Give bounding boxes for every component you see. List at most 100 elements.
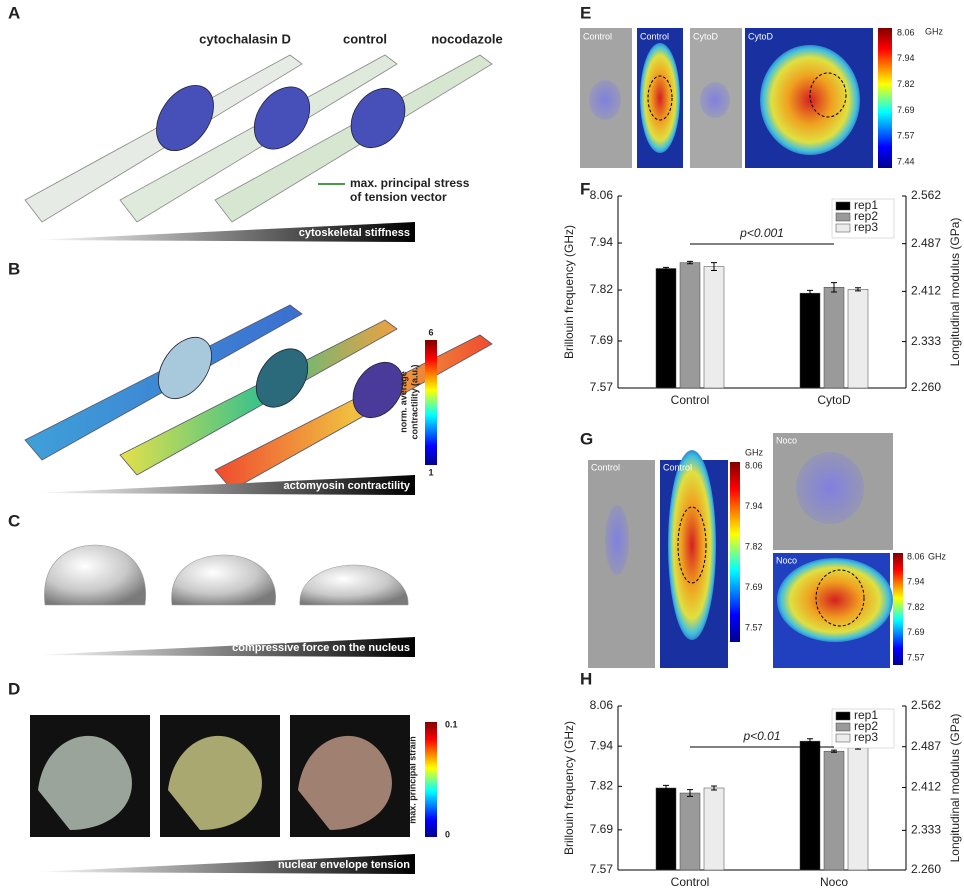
legend-label: rep1	[854, 198, 878, 212]
annotation: p<0.01	[742, 729, 780, 743]
x-tick-label: Control	[671, 875, 710, 889]
y2-tick-label: 2.260	[911, 862, 941, 876]
x-tick-label: Control	[671, 393, 710, 407]
colorbar	[425, 340, 437, 465]
colorbar-tick: 8.06	[897, 27, 915, 37]
colorbar	[730, 462, 740, 642]
bar	[823, 287, 845, 389]
y2-axis-label: Longitudinal modulus (GPa)	[948, 714, 962, 863]
colorbar-tick: 8.06	[907, 551, 925, 561]
nucleus-models	[44, 544, 409, 606]
y-axis-label: Brillouin frequency (GHz)	[562, 721, 576, 855]
y-tick-label: 7.69	[590, 333, 614, 347]
panel-label: C	[8, 511, 20, 530]
bar	[679, 262, 701, 389]
y2-tick-label: 2.487	[911, 236, 941, 250]
gradient-wedge	[35, 854, 415, 874]
error-bar	[711, 785, 717, 791]
bar	[847, 747, 869, 871]
image-label: Control	[583, 31, 612, 41]
image-label: Control	[640, 31, 669, 41]
image-label: CytoD	[693, 31, 719, 41]
gradient-wedge	[35, 475, 415, 495]
panel-label: D	[8, 679, 20, 698]
bar	[799, 740, 821, 871]
gradient-label: actomyosin contractility	[283, 480, 410, 492]
colorbar-max: 0.1	[445, 719, 458, 729]
error-bar	[855, 287, 861, 292]
y2-tick-label: 2.562	[911, 698, 941, 712]
bar	[799, 292, 821, 389]
colorbar-tick: 7.82	[907, 602, 925, 612]
panel-label: A	[8, 3, 20, 22]
bar	[847, 289, 869, 389]
y-tick-label: 8.06	[590, 698, 614, 712]
legend-label: rep2	[854, 719, 878, 733]
microscopy-images	[588, 433, 893, 668]
colorbar	[425, 722, 437, 837]
colorbar-max: 6	[428, 327, 433, 337]
y-tick-label: 8.06	[590, 188, 614, 202]
colorbar-tick: 7.94	[745, 501, 763, 511]
gradient-label: cytoskeletal stiffness	[299, 227, 410, 239]
strain-models	[30, 715, 410, 837]
colorbar-tick: 7.69	[907, 627, 925, 637]
legend-label: rep3	[854, 220, 878, 234]
microscopy-images	[580, 28, 873, 168]
colorbar-title: contractility (a.u.)	[409, 364, 419, 439]
y-tick-label: 7.57	[590, 862, 614, 876]
cell-models	[24, 54, 493, 223]
colorbar-min: 1	[428, 467, 433, 477]
bar	[655, 268, 677, 389]
colorbar-tick: 7.69	[745, 582, 763, 592]
condition-label: cytochalasin D	[199, 31, 291, 46]
colorbar-tick: 7.82	[897, 79, 915, 89]
y2-tick-label: 2.412	[911, 780, 941, 794]
gradient-label: compressive force on the nucleus	[232, 642, 410, 654]
y2-tick-label: 2.333	[911, 334, 941, 348]
colorbar-tick: 7.94	[897, 53, 915, 63]
error-bar	[831, 282, 837, 293]
gradient-wedge	[35, 637, 415, 657]
colorbar-min: 0	[445, 829, 450, 839]
error-bar	[711, 262, 717, 271]
legend-text: of tension vector	[350, 190, 447, 204]
legend-label: rep2	[854, 209, 878, 223]
annotation: p<0.001	[739, 226, 784, 240]
x-tick-label: CytoD	[817, 393, 851, 407]
image-label: Control	[663, 462, 692, 472]
colorbar-tick: 8.06	[745, 460, 763, 470]
y2-tick-label: 2.412	[911, 284, 941, 298]
legend-swatch	[835, 201, 851, 211]
legend-swatch	[835, 733, 851, 743]
y2-tick-label: 2.487	[911, 739, 941, 753]
legend-swatch	[835, 711, 851, 721]
colorbar-tick: 7.57	[897, 131, 915, 141]
y2-tick-label: 2.562	[911, 188, 941, 202]
y2-axis-label: Longitudinal modulus (GPa)	[948, 218, 962, 367]
bar	[703, 787, 725, 871]
panel-label: G	[580, 429, 593, 448]
panel-label: B	[8, 259, 20, 278]
colorbar	[878, 28, 892, 168]
error-bar	[663, 266, 669, 271]
colorbar-tick: 7.57	[907, 652, 925, 662]
panel-label: E	[580, 3, 591, 22]
colorbar-unit: GHz	[928, 551, 947, 561]
condition-label: nocodazole	[431, 31, 503, 46]
image-label: Noco	[776, 555, 797, 565]
error-bar	[807, 738, 813, 744]
y-axis-label: Brillouin frequency (GHz)	[562, 225, 576, 359]
legend-text: max. principal stress	[350, 176, 470, 190]
image-label: CytoD	[748, 31, 774, 41]
panel-label: H	[580, 669, 592, 688]
image-label: Control	[591, 462, 620, 472]
error-bar	[807, 289, 813, 297]
error-bar	[687, 789, 693, 797]
y-tick-label: 7.82	[590, 778, 614, 792]
colorbar-title: max. principal strain	[407, 736, 417, 824]
colorbar-tick: 7.82	[745, 541, 763, 551]
legend-swatch	[835, 212, 851, 222]
colorbar-tick: 7.44	[897, 156, 915, 166]
